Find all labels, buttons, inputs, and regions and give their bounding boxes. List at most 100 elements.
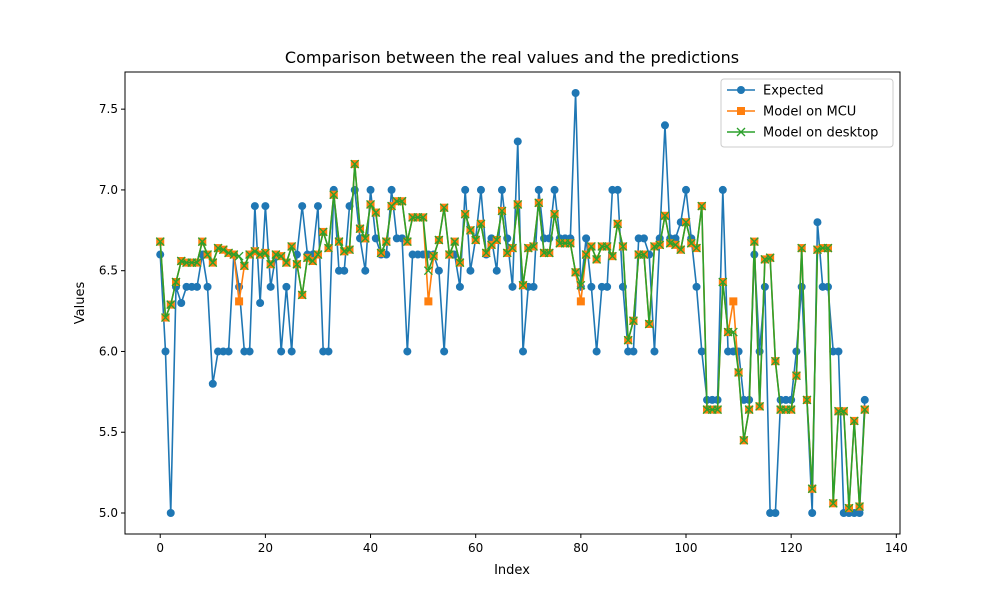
data-point — [860, 405, 870, 415]
data-point — [277, 347, 286, 356]
plot-area — [124, 71, 901, 535]
data-point — [313, 250, 323, 259]
data-point — [287, 242, 297, 251]
data-point — [460, 209, 470, 219]
data-point — [744, 405, 754, 415]
y-tick-label: 7.0 — [99, 183, 118, 197]
data-point — [434, 266, 443, 275]
chart-title: Comparison between the real values and t… — [285, 48, 739, 67]
data-point — [518, 280, 528, 290]
data-point — [361, 266, 370, 275]
data-point — [455, 258, 465, 268]
data-point — [271, 250, 281, 259]
data-point — [397, 196, 407, 206]
data-point — [802, 395, 812, 405]
legend-item: Model on MCU — [727, 105, 856, 120]
data-point — [203, 250, 213, 259]
data-point — [155, 237, 165, 247]
legend: Expected Model on MCU Model on desktop — [720, 78, 894, 148]
data-point — [334, 237, 344, 247]
data-point — [681, 217, 691, 227]
data-point — [224, 248, 234, 258]
data-point — [339, 246, 349, 256]
data-point — [813, 218, 822, 227]
y-tick-label: 7.5 — [99, 102, 118, 116]
data-point — [603, 282, 612, 291]
data-point — [193, 282, 202, 291]
data-point — [787, 395, 796, 404]
data-point — [519, 347, 528, 356]
data-point — [602, 242, 612, 251]
data-point — [166, 509, 175, 517]
series-line — [159, 92, 866, 514]
series-expected — [156, 89, 869, 517]
data-point — [256, 299, 265, 307]
data-point — [650, 347, 659, 356]
data-point — [402, 237, 412, 247]
data-point — [749, 237, 759, 247]
data-point — [534, 185, 543, 194]
data-point — [350, 159, 360, 169]
y-tick-label: 5.5 — [99, 425, 118, 439]
data-point — [534, 198, 544, 208]
data-point — [812, 245, 822, 255]
data-point — [218, 245, 228, 255]
data-point — [644, 319, 654, 329]
legend-marker — [736, 127, 746, 137]
data-point — [318, 227, 328, 237]
data-point — [261, 202, 270, 211]
data-point — [739, 435, 749, 445]
data-point — [797, 282, 806, 291]
data-point — [639, 234, 648, 243]
data-point — [287, 347, 296, 356]
data-point — [234, 251, 244, 261]
data-point — [250, 246, 260, 256]
data-point — [434, 235, 444, 245]
data-point — [461, 185, 470, 194]
data-point — [245, 347, 254, 356]
series-layer — [155, 89, 870, 517]
x-axis: 0 20 40 60 80 100 120 140 — [156, 534, 908, 555]
legend-box — [720, 78, 894, 148]
data-point — [266, 282, 275, 291]
data-point — [266, 259, 276, 269]
x-tick-label: 140 — [885, 541, 908, 555]
data-point — [508, 243, 517, 253]
x-tick-label: 0 — [156, 541, 164, 555]
data-point — [513, 200, 523, 209]
data-point — [697, 347, 706, 356]
data-point — [628, 316, 638, 326]
data-point — [423, 266, 433, 276]
data-point — [161, 313, 170, 322]
x-tick-label: 40 — [363, 541, 378, 555]
data-point — [797, 243, 807, 253]
legend-item: Model on desktop — [727, 126, 878, 141]
data-point — [471, 235, 481, 245]
data-point — [613, 219, 623, 229]
x-axis-label: Index — [494, 563, 530, 578]
data-point — [728, 327, 738, 337]
x-tick-label: 60 — [468, 541, 483, 555]
data-point — [550, 185, 559, 194]
x-tick-label: 80 — [573, 541, 588, 555]
data-point — [476, 219, 486, 229]
data-point — [855, 509, 864, 517]
data-point — [618, 242, 628, 251]
data-point — [450, 237, 460, 247]
data-point — [424, 297, 433, 306]
data-point — [660, 121, 669, 130]
data-point — [734, 368, 744, 377]
data-point — [302, 253, 312, 263]
data-point — [239, 261, 249, 271]
legend-label: Model on desktop — [763, 126, 878, 141]
data-point — [808, 509, 817, 517]
data-point — [171, 277, 181, 287]
data-point — [439, 203, 449, 213]
data-point — [213, 243, 223, 253]
y-tick-label: 6.5 — [99, 264, 118, 278]
y-axis: 5.0 5.5 6.0 6.5 7.0 7.5 — [99, 102, 125, 520]
data-point — [807, 484, 817, 494]
data-point — [366, 200, 375, 209]
data-point — [403, 347, 412, 356]
